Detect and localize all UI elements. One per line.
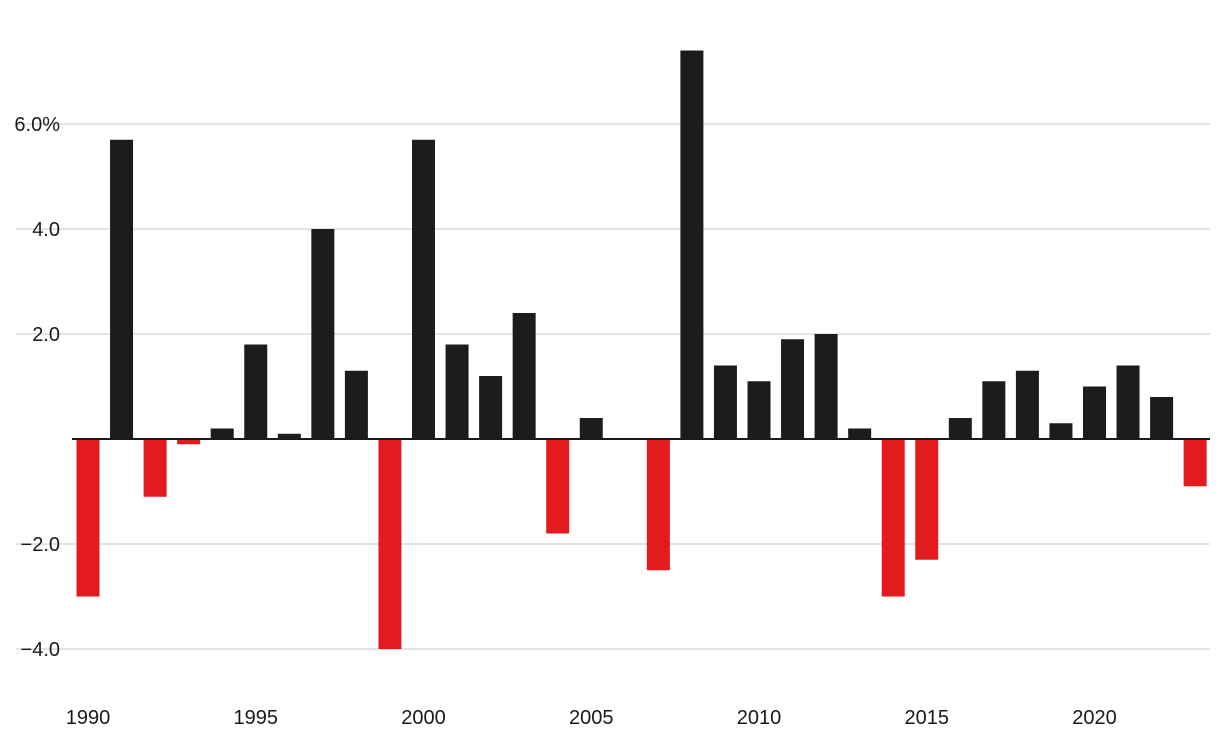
bar-1991 [110,139,134,439]
bar-2019 [1049,423,1073,439]
bar-1998 [344,370,368,439]
bar-1990 [76,439,100,597]
y-tick-label: 2.0 [32,324,60,346]
x-tick-label: 2000 [401,707,446,729]
bar-2004 [546,439,570,534]
bar-2005 [579,418,603,439]
bar-2002 [479,376,503,439]
x-tick-label: 2005 [569,707,614,729]
y-tick-label: 6.0% [14,114,60,136]
grid-lines [16,123,1210,650]
x-tick-label: 1995 [234,707,279,729]
bar-2003 [512,313,536,439]
bar-2018 [1015,370,1039,439]
bar-2013 [848,428,872,439]
bar-2012 [814,334,838,439]
bar-2021 [1116,365,1140,439]
x-tick-label: 1990 [66,707,111,729]
x-tick-label: 2015 [905,707,950,729]
bar-1996 [277,433,301,439]
x-tick-label: 2020 [1072,707,1117,729]
bar-2007 [646,439,670,571]
bar-2022 [1150,397,1174,439]
bar-1995 [244,344,268,439]
y-tick-label: −2.0 [21,534,60,556]
y-tick-label: 4.0 [32,219,60,241]
bar-1992 [143,439,167,497]
bar-2000 [412,139,435,439]
bar-2017 [982,381,1006,439]
bar-1994 [210,428,234,439]
bar-2011 [781,339,805,439]
bar-2010 [747,381,771,439]
bar-2001 [445,344,469,439]
y-tick-label: −4.0 [21,639,60,661]
bar-2009 [713,365,737,439]
bar-2016 [948,418,972,439]
bars [76,50,1207,649]
bar-2014 [881,439,905,597]
x-tick-label: 2010 [737,707,782,729]
x-axis-tick-labels: 1990 1995 2000 2005 2010 2015 2020 [66,707,1117,729]
bar-2020 [1083,386,1106,439]
bar-1999 [378,439,402,649]
y-axis-tick-labels: 6.0% 4.0 2.0 −2.0 −4.0 [14,114,60,661]
bar-1997 [311,229,335,439]
bar-2015 [915,439,939,560]
bar-1993 [177,439,201,445]
bar-2023 [1183,439,1207,487]
bar-2008 [680,50,704,439]
